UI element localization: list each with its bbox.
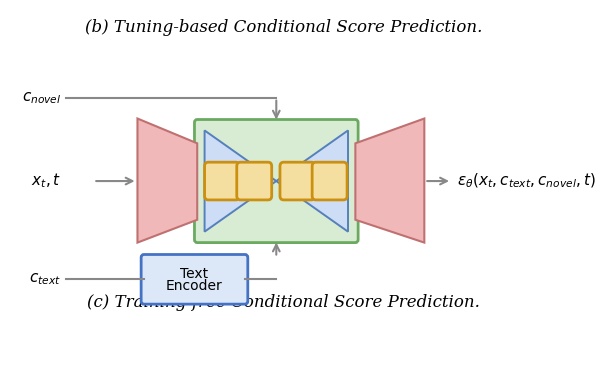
FancyBboxPatch shape xyxy=(204,162,239,200)
Text: (b) Tuning-based Conditional Score Prediction.: (b) Tuning-based Conditional Score Predi… xyxy=(85,19,483,36)
FancyBboxPatch shape xyxy=(312,162,347,200)
Text: $c_{text}$: $c_{text}$ xyxy=(29,271,61,287)
FancyBboxPatch shape xyxy=(280,162,315,200)
Text: (c) Training-free Conditional Score Prediction.: (c) Training-free Conditional Score Pred… xyxy=(87,294,480,311)
Text: Text: Text xyxy=(181,267,209,281)
Text: $\epsilon_{\theta}(x_t, c_{text}, c_{novel}, t)$: $\epsilon_{\theta}(x_t, c_{text}, c_{nov… xyxy=(456,172,596,190)
Polygon shape xyxy=(138,118,197,243)
Text: Encoder: Encoder xyxy=(166,279,223,293)
FancyBboxPatch shape xyxy=(141,255,248,304)
Polygon shape xyxy=(204,130,276,232)
Text: $c_{novel}$: $c_{novel}$ xyxy=(21,90,61,106)
FancyBboxPatch shape xyxy=(195,120,358,243)
FancyBboxPatch shape xyxy=(237,162,272,200)
Polygon shape xyxy=(276,130,348,232)
Polygon shape xyxy=(356,118,424,243)
Text: $x_t, t$: $x_t, t$ xyxy=(31,172,61,190)
